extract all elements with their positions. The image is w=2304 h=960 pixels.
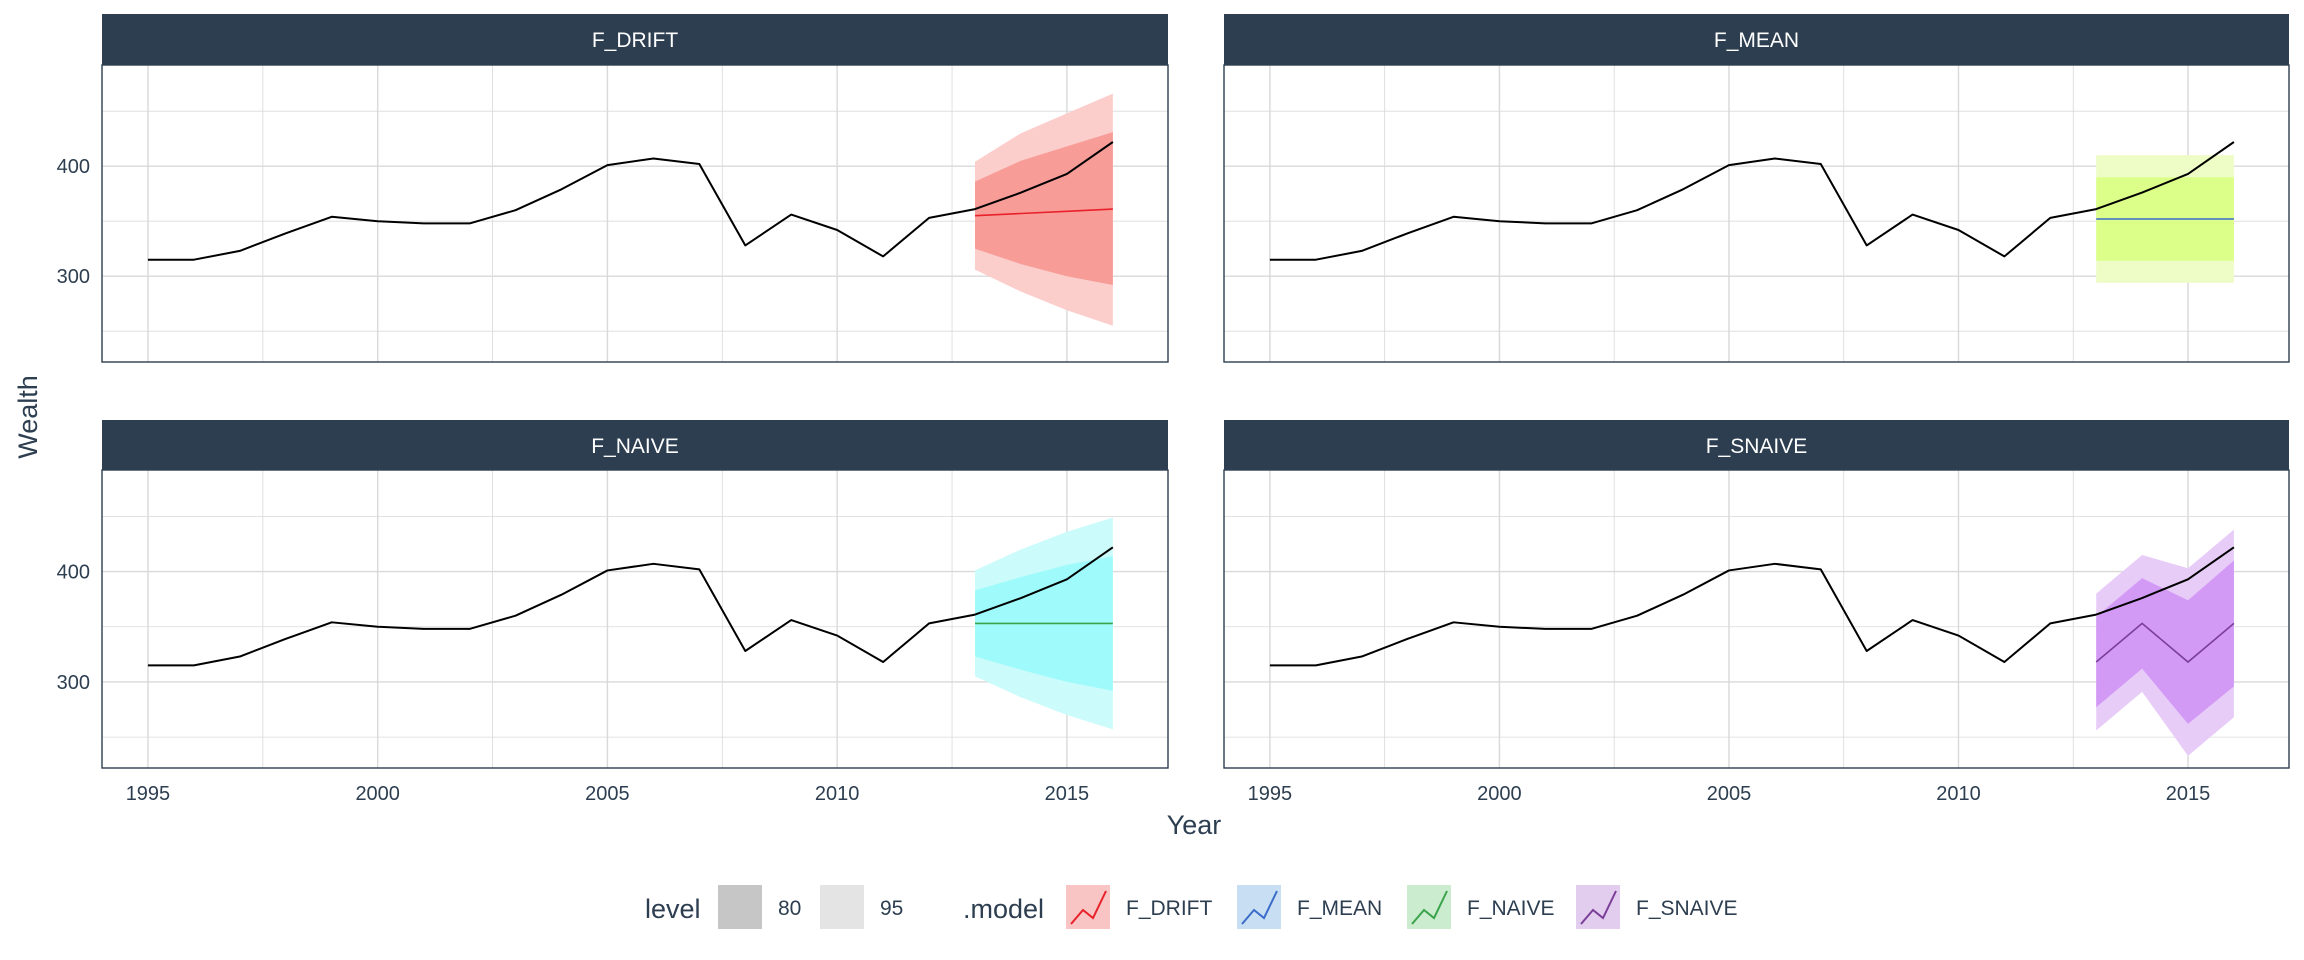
legend-model-line-f_snaive xyxy=(1580,890,1617,925)
panel-f_naive: F_NAIVE 300 400 1995 2000 2005 2010 2015 xyxy=(57,420,1169,805)
y-tick-label: 300 xyxy=(57,266,90,288)
x-tick-label: 2005 xyxy=(585,783,630,805)
legend-level-label-95: 95 xyxy=(880,897,903,920)
history-line xyxy=(147,546,1114,667)
history-line xyxy=(1269,546,2235,667)
x-tick-label: 2010 xyxy=(1936,783,1981,805)
panel-border xyxy=(101,64,1169,363)
legend-model-label-f_naive: F_NAIVE xyxy=(1467,897,1555,920)
y-tick-label: 400 xyxy=(57,156,90,178)
panel-border xyxy=(1223,469,2290,769)
y-axis-title: Wealth xyxy=(13,375,43,459)
panels: F_DRIFT 300 400 F_MEAN F_NAIVE 300 400 1995 2000… xyxy=(57,14,2290,805)
history-line xyxy=(1269,141,2235,261)
x-tick-label: 2000 xyxy=(1477,783,1522,805)
history-line xyxy=(147,141,1114,261)
legend-model-line-f_drift xyxy=(1070,890,1107,925)
panel-f_snaive: F_SNAIVE 1995 2000 2005 2010 2015 xyxy=(1223,420,2290,805)
x-axis-title: Year xyxy=(1167,810,1222,840)
axes: Wealth Year xyxy=(13,375,1221,840)
x-tick-label: 2010 xyxy=(815,783,860,805)
strip-f_mean xyxy=(1224,14,2289,65)
legend-level-key-95 xyxy=(820,885,864,929)
legend-model-line-f_mean xyxy=(1241,890,1278,925)
forecast-mean-line-f_drift xyxy=(974,208,1113,217)
legend-level-key-80 xyxy=(718,885,762,929)
legend-level-label-80: 80 xyxy=(778,897,801,920)
panel-border xyxy=(101,469,1169,769)
x-tick-label: 2015 xyxy=(1045,783,1090,805)
strip-f_drift xyxy=(102,14,1168,65)
strip-label-f_drift: F_DRIFT xyxy=(592,29,679,52)
forecast-mean-line-f_snaive xyxy=(2095,622,2235,664)
x-tick-label: 2000 xyxy=(355,783,400,805)
legend-model-label-f_snaive: F_SNAIVE xyxy=(1636,897,1738,920)
y-tick-label: 300 xyxy=(57,672,90,694)
x-tick-label: 2005 xyxy=(1707,783,1752,805)
panel-f_drift: F_DRIFT 300 400 xyxy=(57,14,1169,363)
legend-model-label-f_mean: F_MEAN xyxy=(1297,897,1382,920)
panel-border xyxy=(1223,64,2290,363)
legend-model-title: .model xyxy=(963,894,1044,924)
legend-model-label-f_drift: F_DRIFT xyxy=(1126,897,1213,920)
strip-label-f_naive: F_NAIVE xyxy=(591,435,679,458)
legend-level-title: level xyxy=(645,894,701,924)
legend: level .model 80 95 F_DRIFT F_MEAN F_NAIVE F_S… xyxy=(645,885,1738,929)
strip-f_snaive xyxy=(1224,420,2289,470)
strip-label-f_snaive: F_SNAIVE xyxy=(1706,435,1808,458)
strip-f_naive xyxy=(102,420,1168,470)
gridlines xyxy=(102,65,1168,362)
y-tick-label: 400 xyxy=(57,562,90,584)
legend-model-line-f_naive xyxy=(1411,890,1448,925)
panel-f_mean: F_MEAN xyxy=(1223,14,2290,363)
x-tick-label: 1995 xyxy=(126,783,171,805)
band-80-f_drift xyxy=(975,132,1113,285)
x-tick-label: 2015 xyxy=(2166,783,2211,805)
x-tick-label: 1995 xyxy=(1248,783,1293,805)
strip-label-f_mean: F_MEAN xyxy=(1714,29,1799,52)
